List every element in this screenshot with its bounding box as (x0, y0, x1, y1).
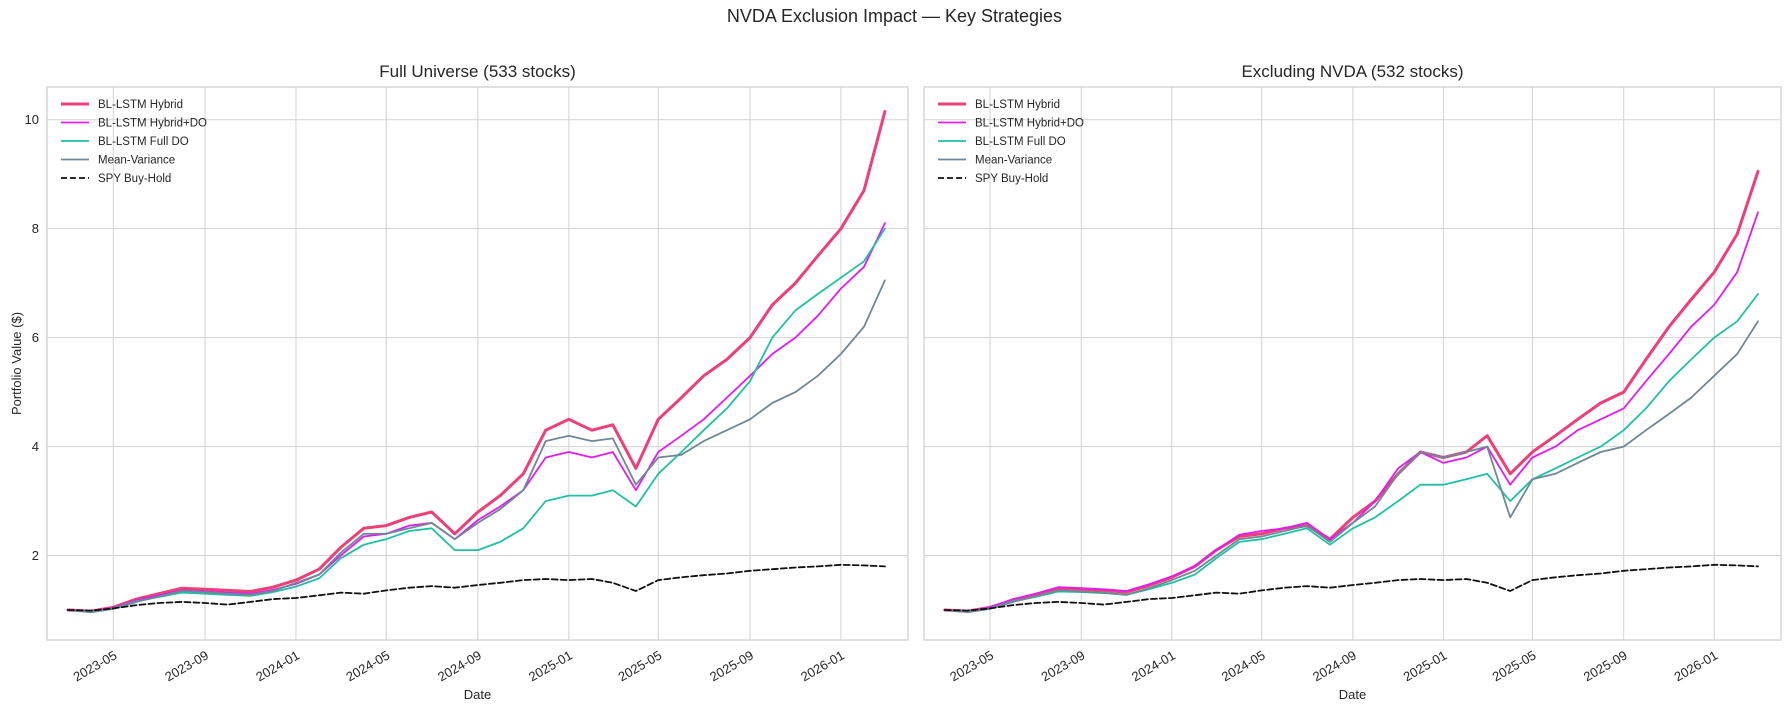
x-tick-label: 2023-05 (947, 647, 996, 684)
x-axis-label: Date (1339, 687, 1366, 702)
x-tick-label: 2025-01 (1401, 647, 1450, 684)
x-tick-label: 2024-09 (1310, 647, 1359, 684)
legend-label: BL-LSTM Full DO (98, 136, 189, 148)
figure-title: NVDA Exclusion Impact — Key Strategies (726, 6, 1063, 26)
legend-label: SPY Buy-Hold (975, 173, 1048, 185)
x-tick-label: 2026-01 (1671, 647, 1720, 684)
y-axis-label: Portfolio Value ($) (9, 312, 24, 415)
x-tick-label: 2024-01 (253, 647, 302, 684)
legend-label: BL-LSTM Hybrid+DO (975, 118, 1084, 130)
series-line-mean-variance (67, 279, 886, 614)
y-tick-label: 8 (32, 221, 39, 236)
x-tick-label: 2026-01 (798, 647, 847, 684)
series-line-spy-buy-hold (943, 563, 1759, 612)
y-tick-label: 4 (32, 439, 39, 454)
series-line-bl-lstm-hybrid (943, 169, 1760, 613)
y-tick-label: 6 (32, 330, 39, 345)
series-line-bl-lstm-hybrid (66, 110, 887, 613)
x-tick-label: 2024-05 (343, 647, 392, 684)
series-line-mean-variance (943, 320, 1759, 614)
x-tick-label: 2023-09 (162, 647, 211, 684)
legend-label: BL-LSTM Hybrid (975, 99, 1060, 111)
series-line-spy-buy-hold (67, 563, 886, 612)
legend: BL-LSTM Hybrid BL-LSTM Hybrid+DO BL-LSTM F… (61, 99, 207, 185)
legend-label: Mean-Variance (98, 155, 175, 167)
x-axis-label: Date (464, 687, 491, 702)
chart-panel-1: 2023-05 2023-09 2024-01 2024-05 2024-09 2025-… (9, 62, 909, 702)
x-tick-label: 2025-09 (707, 647, 756, 684)
y-tick-label: 10 (25, 112, 39, 127)
x-tick-label: 2024-05 (1219, 647, 1268, 684)
legend-label: Mean-Variance (975, 155, 1052, 167)
legend-label: BL-LSTM Full DO (975, 136, 1066, 148)
legend-label: BL-LSTM Hybrid (98, 99, 183, 111)
x-tick-label: 2025-01 (526, 647, 575, 684)
x-tick-label: 2025-05 (1490, 647, 1539, 684)
legend-label: SPY Buy-Hold (98, 173, 171, 185)
chart-panel-2: 2023-05 2023-09 2024-01 2024-05 2024-09 2025-… (923, 62, 1782, 702)
x-tick-label: 2024-01 (1129, 647, 1178, 684)
panel-title: Full Universe (533 stocks) (379, 62, 576, 81)
axes-frame (46, 86, 909, 641)
series-line-bl-lstm-full-do (67, 227, 886, 613)
axes-frame (923, 86, 1782, 641)
legend-label: BL-LSTM Hybrid+DO (98, 118, 207, 130)
x-tick-label: 2025-05 (615, 647, 664, 684)
y-tick-label: 2 (32, 548, 39, 563)
x-tick-label: 2025-09 (1581, 647, 1630, 684)
x-tick-label: 2023-05 (71, 647, 120, 684)
panel-title: Excluding NVDA (532 stocks) (1241, 62, 1463, 81)
legend: BL-LSTM Hybrid BL-LSTM Hybrid+DO BL-LSTM F… (938, 99, 1084, 185)
x-tick-label: 2023-09 (1039, 647, 1088, 684)
x-tick-label: 2024-09 (435, 647, 484, 684)
